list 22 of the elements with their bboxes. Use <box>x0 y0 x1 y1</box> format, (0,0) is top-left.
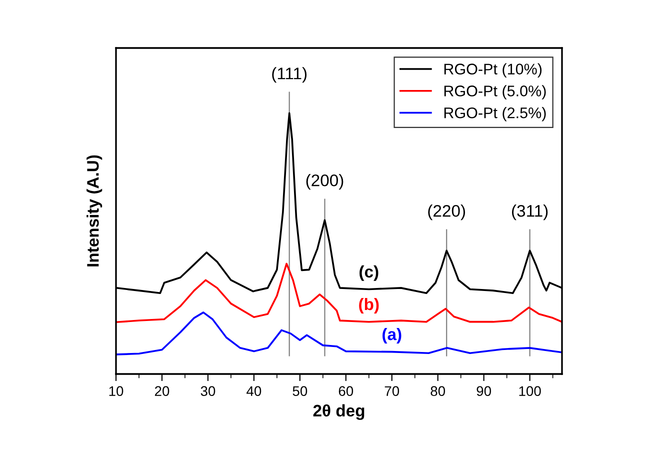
annotation: (200) <box>306 174 344 190</box>
x-tick-label: 10 <box>109 386 124 396</box>
x-tick-label: 90 <box>476 386 492 396</box>
y-axis-title: Intensity (A.U) <box>86 155 102 266</box>
x-tick-label: 70 <box>384 386 400 396</box>
annotation: (c) <box>360 265 378 281</box>
legend-label: RGO-Pt (2.5%) <box>444 107 546 122</box>
x-tick-label: 30 <box>200 386 216 396</box>
x-axis-title: 2θ deg <box>313 404 364 420</box>
annotation: (a) <box>382 328 402 344</box>
annotation: (111) <box>272 67 307 83</box>
annotation: (311) <box>512 204 548 220</box>
annotation: (b) <box>359 298 379 314</box>
x-tick-label: 100 <box>519 386 541 396</box>
x-tick-label: 20 <box>154 386 170 396</box>
legend-label: RGO-Pt (5.0%) <box>444 85 546 100</box>
x-tick-label: 80 <box>430 386 446 396</box>
legend-label: RGO-Pt (10%) <box>444 63 542 78</box>
annotation: (220) <box>428 204 466 220</box>
x-tick-label: 60 <box>338 386 354 396</box>
x-tick-label: 40 <box>246 386 262 396</box>
x-tick-label: 50 <box>292 386 308 396</box>
